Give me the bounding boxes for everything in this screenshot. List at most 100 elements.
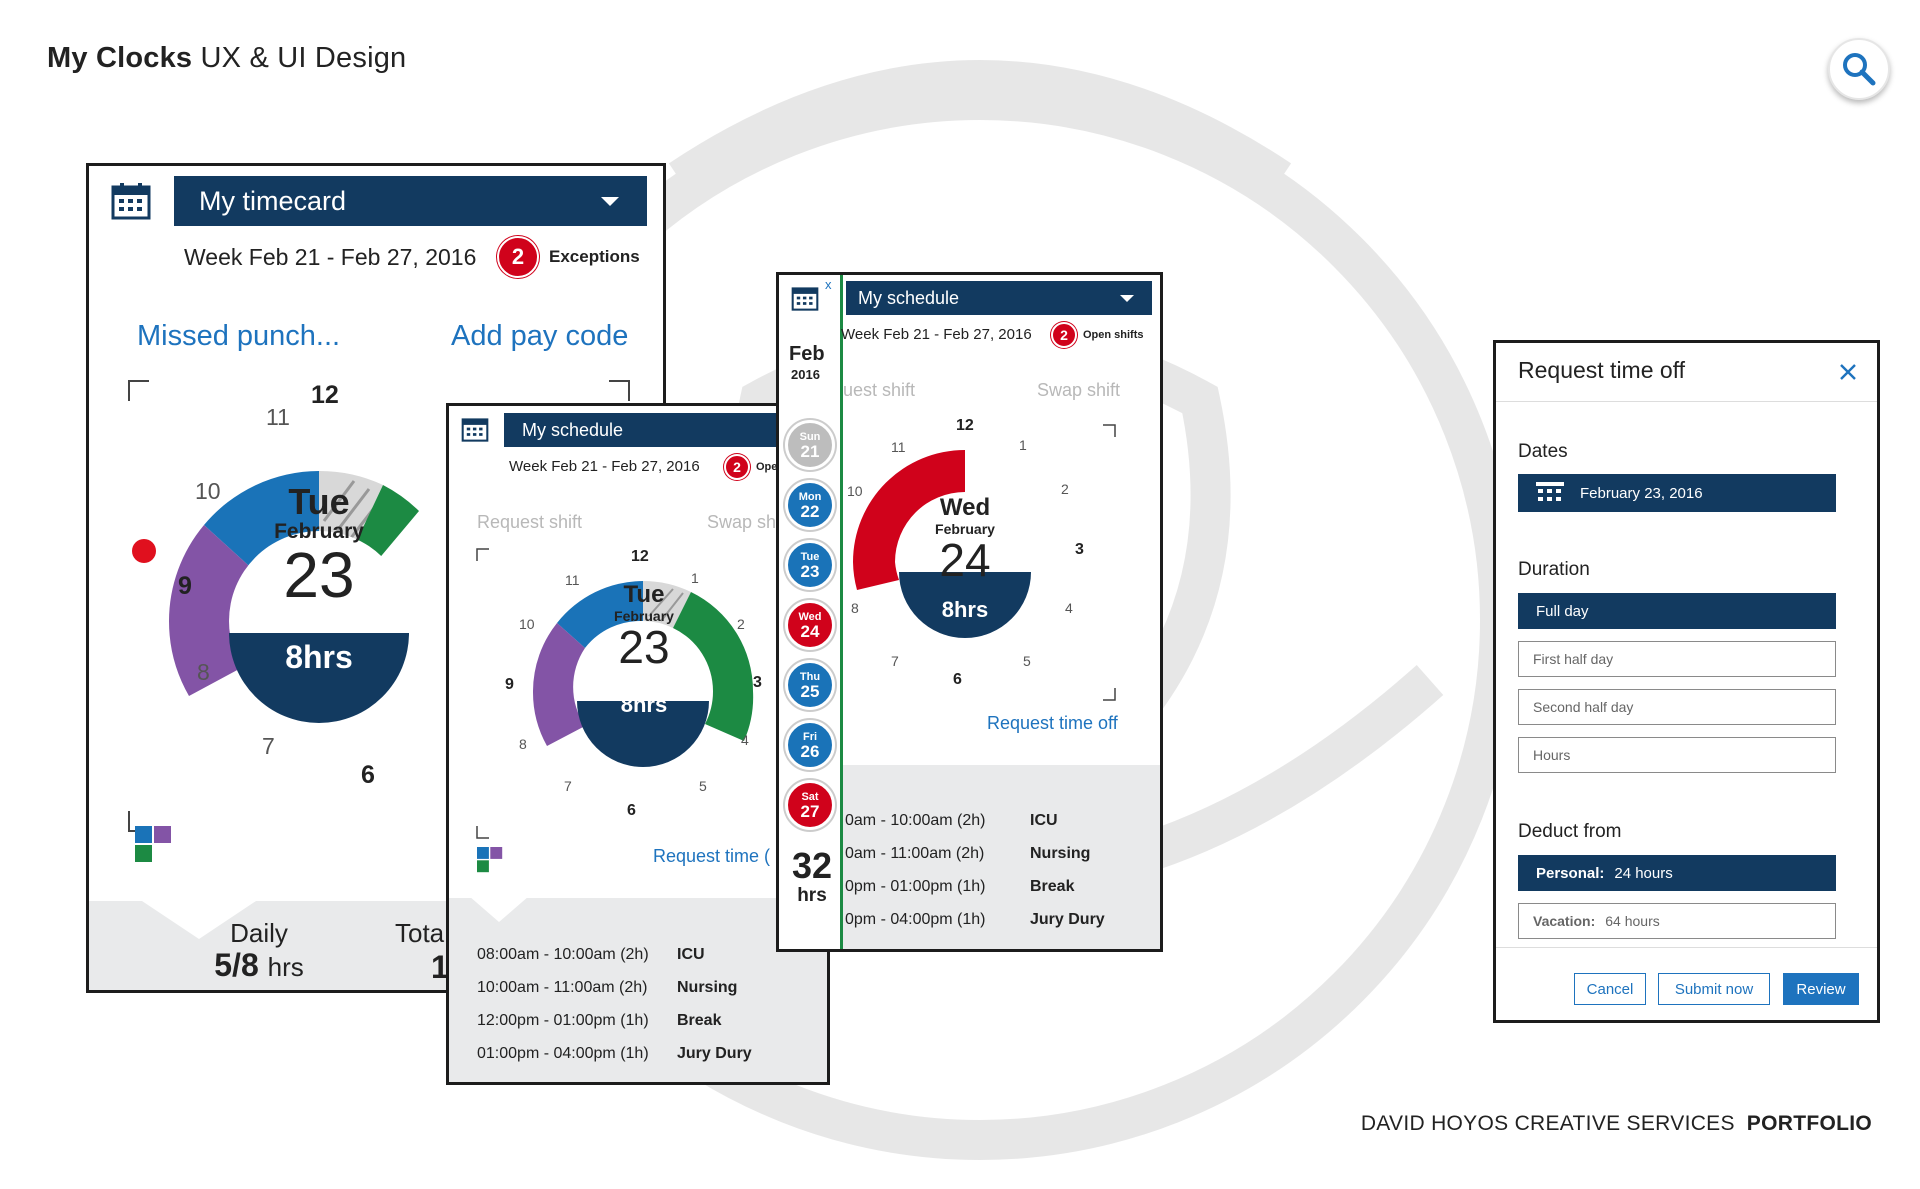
close-week-rail-button[interactable]: x [825,277,832,292]
shift-time: 0am - 11:00am (2h) [845,845,985,862]
clock-date: 24 [939,534,991,586]
exceptions-indicator[interactable]: 2 Exceptions [497,236,640,278]
vacation-hours: 64 hours [1605,913,1660,929]
day-number: 24 [800,622,820,641]
clock-date: 23 [283,539,355,611]
search-button[interactable] [1828,38,1890,100]
week-range: Week Feb 21 - Feb 27, 2016 [509,458,700,475]
shift-time: 01:00pm - 04:00pm (1h) [477,1045,649,1062]
shift-row[interactable]: 0am - 11:00am (2h) Nursing [845,845,1090,863]
request-time-off-dialog: Request time off Dates February 23, 2016… [1493,340,1880,1023]
daily-label: Daily [230,918,288,948]
add-pay-code-link[interactable]: Add pay code [451,320,629,352]
hour-label-10: 10 [195,478,221,504]
clock-hours: 8hrs [941,597,989,622]
missed-punch-marker[interactable] [132,539,156,563]
shift-name: ICU [677,946,705,963]
shift-time: 08:00am - 10:00am (2h) [477,946,649,963]
shift-row[interactable]: 0pm - 01:00pm (1h) Break [845,878,1074,896]
dialog-title: Request time off [1518,357,1686,383]
day-sat-27[interactable]: Sat 27 [785,780,835,830]
day-thu-25[interactable]: Thu 25 [785,660,835,710]
close-icon[interactable] [1839,363,1857,381]
exceptions-label: Exceptions [549,247,640,266]
day-tue-23[interactable]: Tue 23 [785,540,835,590]
shift-row[interactable]: 08:00am - 10:00am (2h) ICU [477,946,705,964]
hour-label-9: 9 [505,676,514,693]
request-time-off-link[interactable]: Request time off [987,713,1118,733]
day-mon-22[interactable]: Mon 22 [785,480,835,530]
personal-label: Personal: [1536,864,1605,882]
request-shift-link[interactable]: uest shift [843,380,916,400]
exceptions-badge: 2 [497,236,539,278]
clock-hours: 8hrs [620,692,668,717]
day-number: 27 [800,802,820,821]
day-name: Thu [799,671,821,683]
vacation-option[interactable]: Vacation: 64 hours [1518,903,1836,939]
shift-row[interactable]: 10:00am - 11:00am (2h) Nursing [477,979,737,997]
swap-shift-link[interactable]: Swap shift [1037,380,1121,400]
submit-now-button[interactable]: Submit now [1658,973,1770,1005]
app-logo-icon [135,826,171,862]
hour-label-6: 6 [953,671,962,688]
request-time-off-link[interactable]: Request time ( [653,846,771,866]
shift-name: Nursing [1030,845,1091,862]
shift-row[interactable]: 0am - 10:00am (2h) ICU [845,812,1058,830]
end-time-label: End time [1587,302,1639,317]
missed-punch-link[interactable]: Missed punch... [137,320,341,352]
day-name: Tue [800,551,820,563]
request-shift-link[interactable]: Request shift [477,512,583,532]
day-name: Sat [801,791,819,803]
clock-month: February [614,608,674,624]
hour-label-6: 6 [361,761,375,789]
daily-summary: Daily 5/8 hrs [209,918,309,983]
shift-time: 0am - 10:00am (2h) [845,812,986,829]
shift-list [843,765,1160,949]
day-sun-21[interactable]: Sun 21 [785,420,835,470]
day-wed-24[interactable]: Wed 24 [785,600,835,650]
calendar-icon[interactable] [111,182,151,220]
shift-row[interactable]: 12:00pm - 01:00pm (1h) Break [477,1012,721,1030]
day-name: Mon [798,491,822,503]
shift-row[interactable]: 01:00pm - 04:00pm (1h) Jury Dury [477,1045,752,1063]
open-shifts-indicator[interactable]: 2 Open shifts [1051,322,1144,348]
hour-label-12: 12 [311,381,339,409]
hour-label-1: 1 [691,570,699,586]
week-total-hours: 32 [791,845,833,886]
list-pointer [469,896,529,922]
shift-name: Nursing [677,979,738,996]
close-icon[interactable] [1687,95,1705,113]
second-half-day-option[interactable]: Second half day [1518,689,1836,725]
clock-month: February [274,520,364,543]
review-button[interactable]: Review [1783,973,1859,1005]
personal-option[interactable]: Personal: 24 hours [1518,855,1836,891]
date-picker[interactable]: February 23, 2016 [1518,474,1836,512]
calendar-icon[interactable] [461,416,489,442]
calendar-icon[interactable] [791,285,819,311]
cancel-button[interactable]: Cancel [1574,973,1646,1005]
clock-center-label: Wed February 24 [865,495,1065,586]
schedule-dropdown[interactable]: My schedule [504,413,827,447]
shift-row[interactable]: 0pm - 04:00pm (1h) Jury Dury [845,911,1105,929]
hour-label-8: 8 [519,736,527,752]
schedule-dropdown[interactable]: My schedule [846,281,1152,315]
hours-option[interactable]: Hours [1518,737,1836,773]
clock-center-label: Tue February 23 [544,582,744,671]
hour-label-11: 11 [891,439,906,455]
hour-label-11: 11 [266,404,290,430]
first-half-day-option[interactable]: First half day [1518,641,1836,677]
hour-label-6: 6 [627,802,636,819]
full-day-option[interactable]: Full day [1518,593,1836,629]
swap-shift-link[interactable]: Swap sh [707,512,777,532]
rail-year: 2016 [791,367,820,382]
daily-unit: hrs [267,952,304,982]
open-shifts-indicator[interactable]: 2 Ope [724,454,777,480]
open-shifts-badge: 2 [1051,322,1077,348]
hour-label-2: 2 [1061,481,1069,497]
open-shifts-label: Ope [756,461,778,473]
schedule-small-panel: My schedule Week Feb 21 - Feb 27, 2016 2… [446,403,830,1085]
timecard-dropdown[interactable]: My timecard [174,176,647,226]
day-fri-26[interactable]: Fri 26 [785,720,835,770]
schedule-dropdown-label: My schedule [522,419,624,440]
day-number: 21 [800,442,820,461]
